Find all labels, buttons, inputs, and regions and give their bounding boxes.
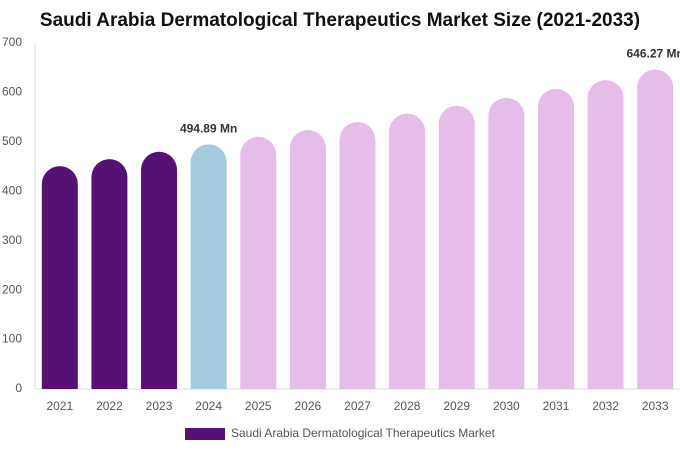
bar bbox=[190, 144, 227, 389]
x-tick-label: 2024 bbox=[195, 399, 222, 413]
x-tick-label: 2033 bbox=[642, 399, 669, 413]
bar bbox=[587, 80, 624, 390]
x-tick-label: 2026 bbox=[295, 399, 322, 413]
y-tick-label: 0 bbox=[15, 381, 22, 395]
bar bbox=[141, 151, 178, 389]
x-tick-label: 2031 bbox=[543, 399, 570, 413]
x-tick-label: 2029 bbox=[443, 399, 470, 413]
bar bbox=[637, 69, 674, 389]
y-tick-label: 200 bbox=[2, 282, 22, 296]
bar bbox=[91, 159, 128, 389]
y-tick-label: 300 bbox=[2, 233, 22, 247]
x-tick-label: 2022 bbox=[96, 399, 123, 413]
y-tick-label: 600 bbox=[2, 85, 22, 99]
y-tick-label: 500 bbox=[2, 134, 22, 148]
bar bbox=[488, 97, 525, 390]
x-tick-label: 2025 bbox=[245, 399, 272, 413]
bar bbox=[41, 166, 78, 389]
legend-label: Saudi Arabia Dermatological Therapeutics… bbox=[231, 426, 496, 440]
y-tick-label: 700 bbox=[2, 35, 22, 49]
chart-title: Saudi Arabia Dermatological Therapeutics… bbox=[40, 10, 640, 31]
value-label: 494.89 Mn bbox=[180, 122, 237, 136]
legend-swatch bbox=[185, 428, 225, 440]
bar bbox=[240, 136, 277, 389]
x-tick-label: 2023 bbox=[146, 399, 173, 413]
y-tick-label: 100 bbox=[2, 332, 22, 346]
x-tick-label: 2021 bbox=[46, 399, 73, 413]
bar bbox=[339, 122, 376, 390]
bar bbox=[537, 88, 574, 390]
bar bbox=[438, 105, 475, 389]
x-tick-label: 2032 bbox=[592, 399, 619, 413]
x-tick-label: 2027 bbox=[344, 399, 371, 413]
y-tick-label: 400 bbox=[2, 183, 22, 197]
bar bbox=[289, 129, 326, 389]
x-tick-label: 2028 bbox=[394, 399, 421, 413]
value-label: 646.27 Mn bbox=[627, 47, 680, 61]
bar bbox=[389, 113, 426, 389]
x-tick-label: 2030 bbox=[493, 399, 520, 413]
